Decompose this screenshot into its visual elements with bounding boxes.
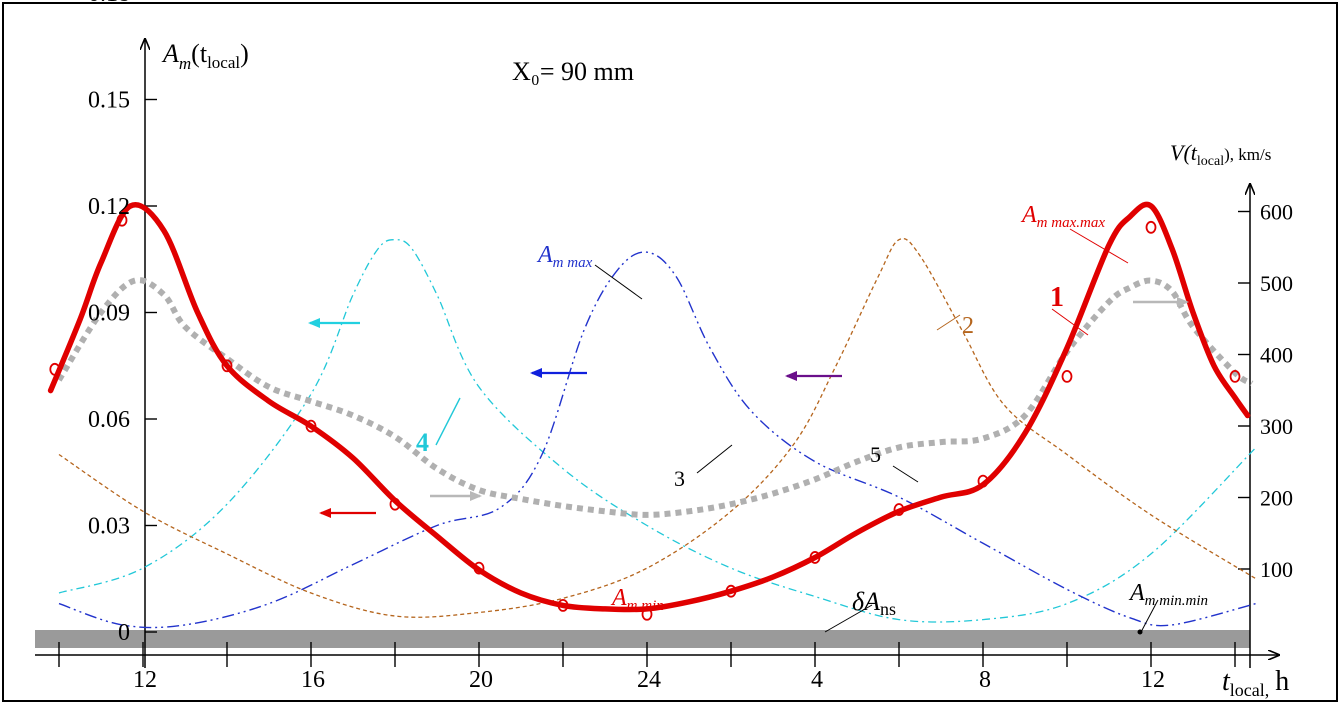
data-marker [641, 607, 653, 621]
data-marker [809, 551, 821, 564]
right-axis-tick-label: 300 [1260, 414, 1293, 439]
leader-min-min [1139, 599, 1159, 635]
x-axis-tick-label: 12 [1141, 667, 1165, 693]
data-marker [1061, 369, 1073, 383]
data-marker [221, 359, 233, 373]
right-axis-tick-label: 100 [1260, 557, 1293, 582]
label-am-max: Am max [536, 242, 593, 271]
leader-curve-2 [936, 314, 961, 331]
leader-curve-1 [1051, 308, 1089, 336]
label-am-min: Am min [610, 585, 664, 614]
data-marker [116, 213, 128, 227]
leader-curve-5 [892, 465, 919, 483]
left-axis-label: Am(tlocal) [161, 39, 249, 73]
right-axis-tick-label: 600 [1260, 200, 1293, 225]
left-axis-tick-label: 0.18 [88, 0, 130, 7]
left-axis-tick-label: 0 [118, 620, 130, 646]
data-marker [1145, 220, 1157, 234]
x-axis-label: tlocal, h [1222, 666, 1289, 700]
header-label: X₀= 90 mm [512, 57, 634, 86]
min-min-dot [1137, 629, 1143, 635]
data-marker [389, 497, 401, 511]
leader-max [594, 264, 643, 300]
series-3-line [58, 251, 1257, 629]
data-markers [49, 213, 1241, 621]
data-marker [725, 584, 737, 598]
data-marker [893, 503, 905, 516]
data-marker [305, 419, 317, 433]
right-axis-label: V(tlocal), km/s [1170, 140, 1271, 169]
series-1-line [47, 201, 1251, 613]
left-axis-tick-label: 0.03 [88, 514, 130, 540]
x-axis-tick-label: 4 [811, 667, 823, 693]
leader-curve-3 [696, 444, 733, 474]
data-marker [1229, 369, 1241, 383]
curve-label-2: 2 [962, 313, 974, 339]
series-5-line [56, 277, 1254, 518]
x-axis-tick-label: 8 [979, 667, 991, 693]
right-axis-tick-label: 200 [1260, 486, 1293, 511]
leader-noise [824, 604, 873, 633]
right-axis-tick-label: 400 [1260, 343, 1293, 368]
leader-max-max [1069, 228, 1129, 264]
data-marker [49, 362, 61, 376]
left-axis-tick-label: 0.12 [88, 194, 130, 220]
curve-label-3: 3 [674, 466, 685, 491]
label-noise-band: δAns [852, 587, 896, 619]
leader-curve-4 [435, 397, 461, 446]
x-axis-tick-label: 16 [301, 667, 325, 693]
x-axis-tick-label: 24 [637, 667, 661, 693]
data-marker [473, 561, 485, 575]
callouts [308, 228, 1189, 635]
x-axis-tick-label: 20 [469, 667, 493, 693]
data-marker [557, 598, 569, 612]
label-am-max-max: Am max.max [1020, 202, 1105, 231]
curves [47, 201, 1257, 629]
left-axis-tick-label: 0.06 [88, 407, 130, 433]
curve-label-5: 5 [870, 442, 881, 467]
right-axis-tick-label: 500 [1260, 271, 1293, 296]
left-axis-tick-label: 0.15 [88, 88, 130, 114]
label-am-min-min: Am min.min [1128, 580, 1208, 609]
labels: 0 0.03 0.06 0.09 0.12 0.15 0.18 100 200 300 400 500… [88, 0, 1293, 693]
noise-band [35, 630, 1250, 648]
curve-label-4: 4 [416, 428, 429, 457]
x-axis-tick-label: 12 [133, 667, 157, 693]
series-2-line [58, 237, 1257, 618]
curve-label-1: 1 [1050, 282, 1064, 313]
data-marker [977, 474, 989, 488]
left-axis-tick-label: 0.09 [88, 301, 130, 327]
